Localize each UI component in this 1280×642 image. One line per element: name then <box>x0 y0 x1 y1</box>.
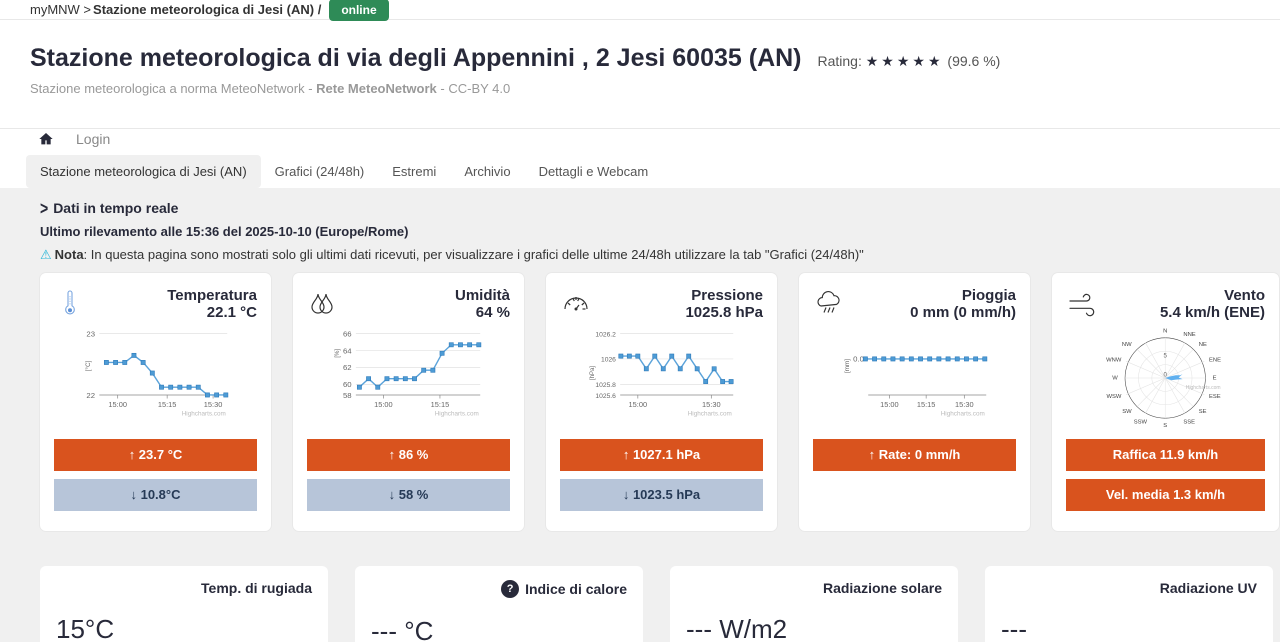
svg-text:1026: 1026 <box>601 357 616 364</box>
svg-text:1025.8: 1025.8 <box>595 382 616 389</box>
svg-text:Highcharts.com: Highcharts.com <box>182 410 226 417</box>
svg-text:15:15: 15:15 <box>158 400 177 409</box>
svg-text:ENE: ENE <box>1209 358 1221 364</box>
svg-text:S: S <box>1163 423 1167 429</box>
svg-text:SSE: SSE <box>1183 419 1195 425</box>
svg-text:[mm]: [mm] <box>844 359 851 373</box>
svg-text:1026.2: 1026.2 <box>595 331 616 338</box>
svg-text:15:00: 15:00 <box>629 400 648 409</box>
svg-text:NNE: NNE <box>1183 332 1195 338</box>
svg-text:W: W <box>1112 376 1118 382</box>
svg-text:[°C]: [°C] <box>84 360 92 371</box>
svg-text:64: 64 <box>343 346 352 355</box>
svg-text:WSW: WSW <box>1106 394 1121 400</box>
svg-text:22: 22 <box>86 391 95 400</box>
svg-text:E: E <box>1213 376 1217 382</box>
svg-text:62: 62 <box>343 363 352 372</box>
svg-text:0.0: 0.0 <box>853 355 864 364</box>
svg-text:Highcharts.com: Highcharts.com <box>1186 385 1221 391</box>
svg-text:NW: NW <box>1122 342 1132 348</box>
svg-text:SE: SE <box>1199 409 1207 415</box>
svg-text:ESE: ESE <box>1209 394 1221 400</box>
svg-text:Highcharts.com: Highcharts.com <box>941 410 985 417</box>
svg-text:15:00: 15:00 <box>880 400 899 409</box>
svg-text:Highcharts.com: Highcharts.com <box>435 410 479 417</box>
svg-text:15:30: 15:30 <box>204 400 223 409</box>
svg-text:0: 0 <box>1164 371 1168 378</box>
svg-text:15:00: 15:00 <box>374 400 393 409</box>
svg-text:[hPa]: [hPa] <box>590 366 596 380</box>
svg-text:15:00: 15:00 <box>108 400 127 409</box>
svg-text:66: 66 <box>343 329 352 338</box>
svg-text:SSW: SSW <box>1134 419 1148 425</box>
svg-text:60: 60 <box>343 380 352 389</box>
svg-text:N: N <box>1163 328 1167 334</box>
svg-text:58: 58 <box>343 391 352 400</box>
svg-text:15:30: 15:30 <box>955 400 974 409</box>
svg-text:1025.6: 1025.6 <box>595 393 616 400</box>
svg-text:[%]: [%] <box>335 349 341 358</box>
svg-text:WNW: WNW <box>1106 358 1122 364</box>
svg-text:NE: NE <box>1199 342 1207 348</box>
svg-text:23: 23 <box>86 329 95 338</box>
svg-text:15:15: 15:15 <box>917 400 936 409</box>
svg-text:SW: SW <box>1122 409 1132 415</box>
svg-text:Highcharts.com: Highcharts.com <box>688 410 732 417</box>
svg-text:5: 5 <box>1164 352 1168 359</box>
svg-text:15:30: 15:30 <box>702 400 721 409</box>
svg-text:15:15: 15:15 <box>431 400 450 409</box>
